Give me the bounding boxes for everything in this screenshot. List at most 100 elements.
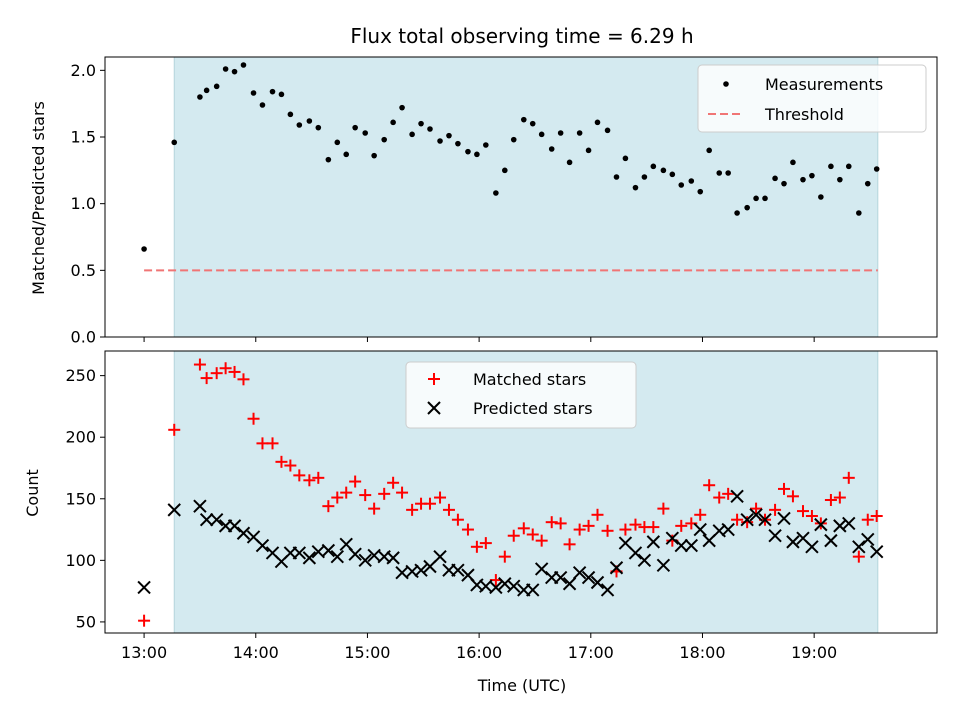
measurements-legend-marker [723, 81, 729, 87]
x-stroke-b [193, 499, 207, 513]
data-point [359, 489, 372, 502]
data-point [502, 167, 508, 174]
top-legend: Measurements Threshold [697, 64, 927, 133]
data-point [352, 124, 358, 131]
data-point [833, 491, 846, 504]
threshold-legend-label: Threshold [764, 105, 844, 124]
data-point [641, 174, 648, 180]
data-point [349, 475, 362, 488]
x-stroke-b [489, 580, 503, 595]
data-point [434, 491, 447, 504]
data-point [613, 174, 620, 180]
x-stroke-b [255, 538, 270, 553]
x-tick-label: 14:00 [233, 643, 279, 662]
bottom-y-tick-label: 150 [65, 489, 96, 508]
x-stroke-b [600, 583, 615, 597]
data-point [750, 502, 763, 515]
x-stroke-b [265, 546, 280, 560]
data-point [716, 170, 723, 176]
data-point [553, 570, 568, 585]
data-point [873, 166, 880, 172]
data-point [769, 503, 782, 516]
bottom-legend: Matched stars Predicted stars [405, 361, 637, 429]
data-point [451, 563, 465, 577]
data-point [563, 538, 576, 551]
x-stroke-b [498, 577, 512, 591]
x-tick-label: 18:00 [679, 643, 725, 662]
matched-stars-legend-marker [428, 373, 440, 385]
x-stroke-b [805, 540, 819, 554]
x-stroke-b [758, 513, 772, 527]
data-point [141, 246, 147, 252]
data-point [809, 172, 815, 179]
x-stroke-b [348, 547, 362, 561]
data-point [489, 580, 503, 595]
data-point [762, 195, 768, 202]
x-stroke-b [321, 543, 336, 558]
data-point [520, 116, 527, 123]
data-point [387, 476, 400, 489]
data-point [693, 522, 707, 537]
data-point [193, 499, 207, 513]
data-point [312, 471, 325, 484]
x-stroke-b [199, 513, 214, 527]
x-stroke-b [339, 537, 353, 552]
data-point [293, 469, 306, 482]
data-point [331, 491, 344, 504]
data-point [278, 91, 285, 98]
data-point [348, 547, 362, 561]
data-point [386, 551, 400, 565]
data-point [781, 180, 787, 187]
x-stroke-b [534, 562, 549, 576]
x-stroke-b [833, 519, 847, 533]
data-point [275, 455, 288, 468]
data-point [433, 549, 447, 564]
data-point [730, 489, 744, 504]
data-point [657, 502, 670, 515]
bottom-y-axis-label: Count [23, 469, 42, 517]
top-y-tick-label: 0.5 [71, 261, 96, 280]
x-stroke-b [590, 575, 605, 590]
data-point [287, 111, 294, 118]
data-point [529, 120, 536, 127]
x-stroke-b [405, 564, 419, 579]
data-point [292, 546, 307, 560]
top-axes-frame [104, 56, 938, 338]
data-point [399, 104, 405, 111]
data-point [572, 565, 587, 580]
data-point [601, 524, 614, 537]
data-point [334, 139, 341, 146]
x-tick-label: 17:00 [568, 643, 614, 662]
data-point [665, 531, 680, 545]
data-point [535, 534, 548, 547]
data-point [255, 538, 270, 553]
x-stroke-b [414, 563, 428, 577]
data-point [256, 437, 269, 450]
data-point [203, 87, 210, 94]
data-point [213, 83, 220, 90]
data-point [818, 194, 824, 200]
data-point [758, 513, 772, 527]
x-stroke-b [656, 558, 671, 572]
data-point [483, 142, 489, 148]
bottom-y-tick-label: 200 [65, 428, 96, 447]
top-series-1 [141, 62, 880, 252]
x-stroke-b [861, 532, 875, 547]
data-point [510, 136, 517, 143]
data-point [562, 577, 577, 591]
data-point [778, 482, 791, 495]
data-point [303, 474, 316, 487]
x-stroke-b [693, 522, 707, 537]
data-point [688, 178, 695, 184]
data-point [231, 68, 238, 75]
data-point [209, 513, 224, 527]
data-point [684, 538, 699, 553]
data-point [371, 152, 377, 159]
x-stroke-b [637, 553, 652, 568]
data-point [706, 147, 712, 154]
data-point [538, 131, 545, 138]
data-point [437, 138, 443, 144]
data-point [228, 365, 241, 378]
x-stroke-b [227, 519, 242, 533]
data-point [628, 546, 643, 560]
